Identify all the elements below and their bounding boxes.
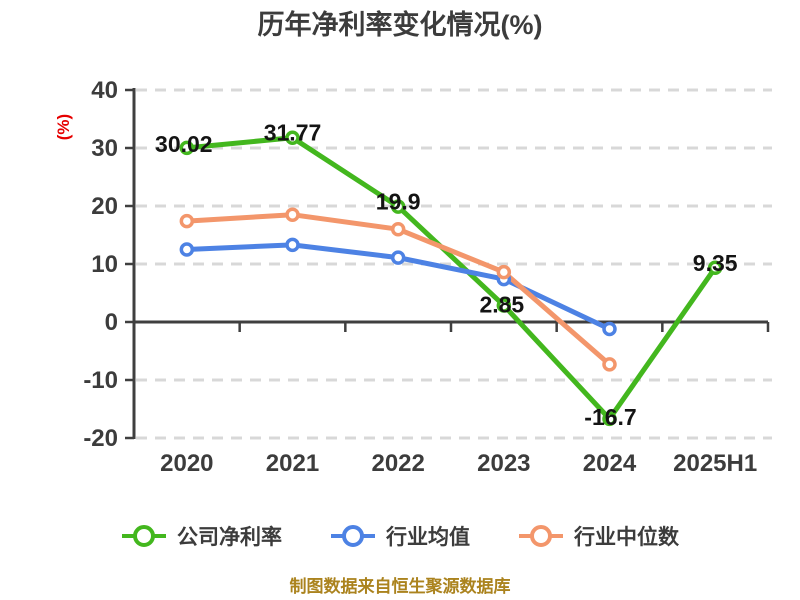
data-point-marker-1 — [179, 242, 195, 257]
x-tick-label: 2023 — [477, 450, 530, 477]
x-tick-label: 2020 — [160, 450, 213, 477]
data-point-marker-0 — [602, 411, 617, 427]
data-point-marker-1 — [285, 237, 300, 253]
data-point-marker-0 — [179, 140, 195, 156]
data-point-label: -16.7 — [584, 404, 636, 430]
series-line-2 — [184, 212, 612, 367]
data-point-marker-0 — [496, 298, 512, 313]
legend-marker-icon — [122, 525, 166, 547]
x-tick-label: 2021 — [266, 450, 319, 477]
data-point-marker-2 — [285, 207, 300, 222]
legend-item-0: 公司净利率 — [121, 521, 282, 551]
y-tick-label: -10 — [83, 367, 118, 394]
line-chart: 40 30 20 10 0 -10 -20 2020 2021 2022 2023 2024 2025H… — [83, 77, 772, 477]
y-tick-label: 20 — [91, 193, 118, 220]
series-line-0 — [184, 135, 718, 422]
data-point-marker-2 — [602, 357, 617, 372]
data-point-marker-2 — [179, 213, 195, 229]
legend-item-1: 行业均值 — [330, 521, 470, 551]
y-tick-label: 0 — [105, 309, 118, 336]
data-point-label: 19.9 — [376, 189, 421, 215]
data-point-label: 31.77 — [264, 120, 322, 146]
legend-label: 行业中位数 — [574, 526, 679, 549]
data-point-marker-1 — [602, 321, 617, 337]
x-tick-label: 2025H1 — [673, 450, 757, 477]
legend-label: 公司净利率 — [177, 526, 282, 549]
footer-note: 制图数据来自恒生聚源数据库 — [289, 577, 511, 596]
x-tick-label: 2024 — [583, 450, 637, 477]
y-tick-label: 10 — [91, 251, 118, 278]
data-point-marker-0 — [285, 130, 300, 145]
x-tick-label: 2022 — [371, 450, 424, 477]
y-tick-label: -20 — [83, 425, 118, 452]
data-point-marker-2 — [390, 221, 406, 237]
y-tick-label: 40 — [91, 77, 118, 104]
data-point-label: 9.35 — [693, 250, 738, 276]
legend-marker-icon — [331, 525, 375, 547]
legend-item-2: 行业中位数 — [518, 521, 679, 551]
legend-marker-icon — [519, 525, 563, 547]
data-point-marker-0 — [707, 260, 723, 276]
y-tick-label: 30 — [91, 135, 118, 162]
legend-label: 行业均值 — [386, 526, 470, 549]
data-point-label: 30.02 — [155, 131, 213, 157]
data-point-marker-2 — [496, 264, 512, 280]
data-point-label: 2.85 — [479, 291, 524, 317]
data-point-marker-0 — [390, 199, 406, 214]
data-point-marker-1 — [390, 250, 406, 265]
chart-legend: 公司净利率 行业均值 行业中位数 — [0, 521, 800, 551]
chart-title: 历年净利率变化情况(%) — [257, 10, 543, 40]
